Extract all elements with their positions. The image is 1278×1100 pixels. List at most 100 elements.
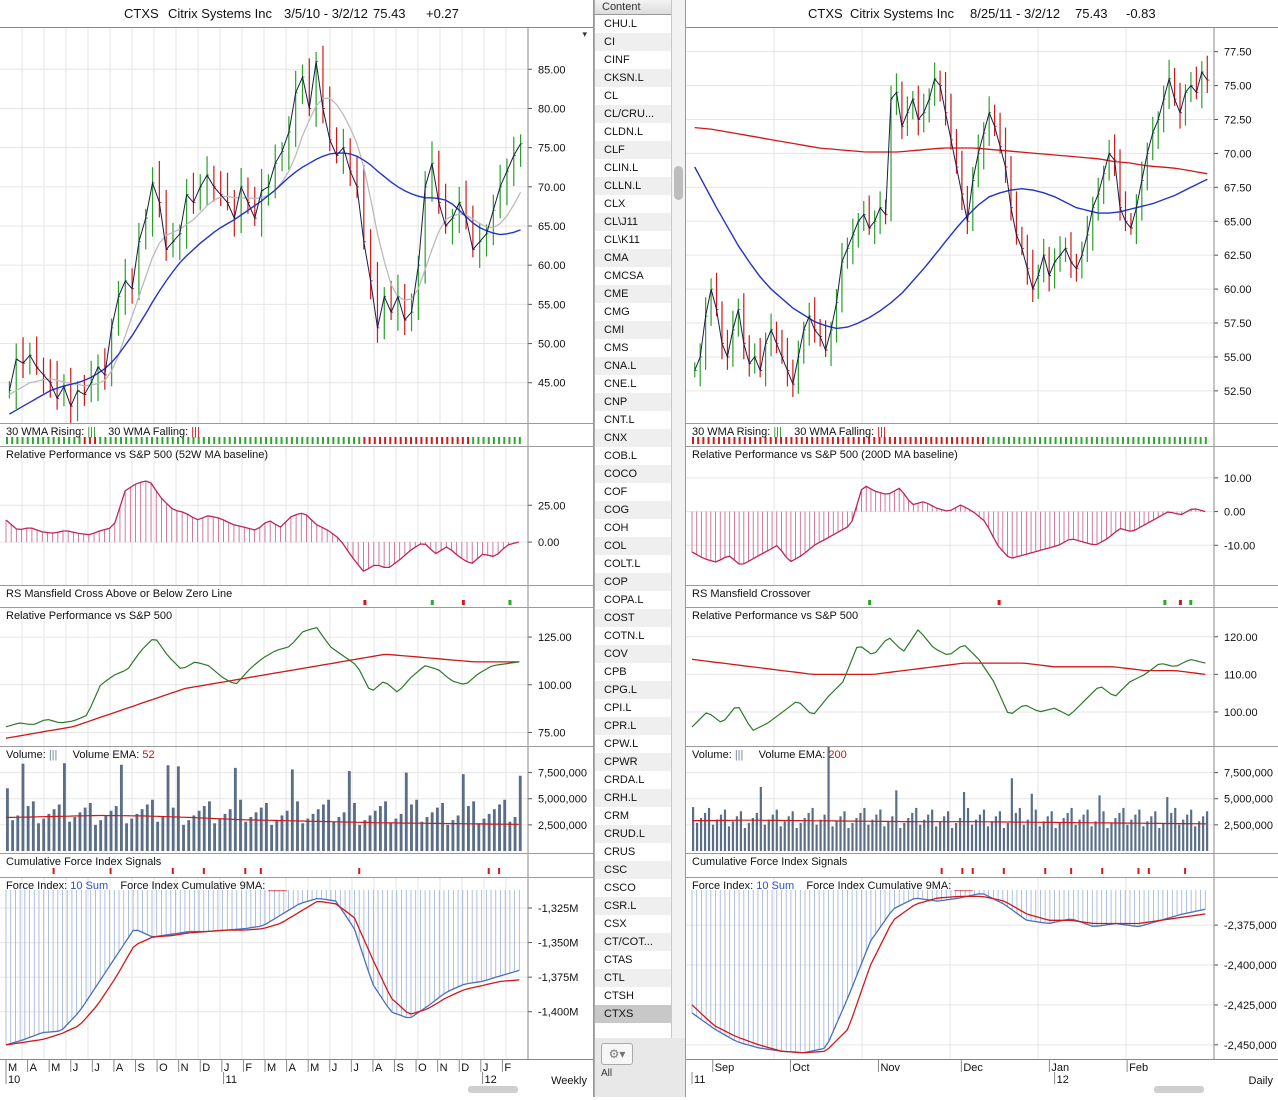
- volume-bar: [807, 812, 810, 851]
- watchlist-filter-label[interactable]: All: [601, 1068, 613, 1079]
- watchlist-item[interactable]: CRUS: [604, 846, 636, 858]
- volume-bar: [887, 821, 890, 851]
- right-fi-panel[interactable]: -2,375,000 -2,400,000 -2,425,000 -2,450,000…: [686, 878, 1278, 1060]
- right-price-chart[interactable]: 77.50 75.00 72.50 70.00 67.50 65.00 62.50 60.00…: [686, 28, 1278, 423]
- watchlist-item[interactable]: COV: [595, 645, 671, 663]
- watchlist-item[interactable]: CMS: [604, 342, 629, 354]
- volume-bar: [1134, 814, 1137, 851]
- watchlist-item[interactable]: CMA: [595, 249, 671, 267]
- watchlist-item[interactable]: CPR.L: [595, 717, 671, 735]
- watchlist-item[interactable]: CMCSA: [604, 270, 644, 282]
- watchlist-item[interactable]: CPI.L: [604, 702, 632, 714]
- wma-signal-mark: [503, 437, 506, 444]
- watchlist-item[interactable]: CKSN.L: [595, 69, 671, 87]
- volume-bar: [451, 820, 455, 851]
- watchlist-item[interactable]: CTAS: [604, 954, 633, 966]
- left-symbol: CTXS: [124, 6, 159, 21]
- watchlist-item[interactable]: CT/COT...: [595, 933, 671, 951]
- right-price-panel[interactable]: 77.50 75.00 72.50 70.00 67.50 65.00 62.50 60.00…: [686, 28, 1278, 424]
- panel-menu-icon[interactable]: ▾: [582, 29, 587, 39]
- watchlist-scrollbar[interactable]: [671, 0, 686, 1038]
- watchlist-item[interactable]: CTSH: [604, 990, 634, 1002]
- right-rp1-panel[interactable]: 10.00 0.00 -10.00 Relative Performance vs …: [686, 447, 1278, 586]
- watchlist-item[interactable]: CTL: [595, 969, 671, 987]
- watchlist-item[interactable]: COH: [604, 522, 629, 534]
- gear-icon[interactable]: ⚙▾: [601, 1043, 633, 1065]
- volume-bar: [52, 809, 56, 851]
- watchlist-item[interactable]: COST: [595, 609, 671, 627]
- wma-signal-mark: [1184, 437, 1187, 444]
- watchlist-item[interactable]: CNX: [595, 429, 671, 447]
- right-timeframe[interactable]: Daily: [1248, 1075, 1273, 1087]
- x-tick-label: J: [483, 1062, 489, 1074]
- watchlist-item[interactable]: CPWR: [595, 753, 671, 771]
- watchlist-scroll-thumb[interactable]: [674, 166, 683, 200]
- left-price-panel[interactable]: 85.00 80.00 75.00 70.00 65.00 60.00 55.00 50.00…: [0, 28, 593, 424]
- watchlist-item[interactable]: CSR.L: [595, 897, 671, 915]
- y-tick-label: 80.00: [538, 103, 566, 115]
- watchlist-item[interactable]: CSCO: [604, 882, 636, 894]
- watchlist-item[interactable]: CSX: [604, 918, 627, 930]
- left-volume-panel[interactable]: 7,500,000 5,000,000 2,500,000 Volume: ||| …: [0, 747, 593, 854]
- watchlist-item[interactable]: CINF: [604, 54, 630, 66]
- watchlist-item[interactable]: CL: [604, 90, 619, 102]
- watchlist-item[interactable]: CLDN.L: [604, 126, 644, 138]
- watchlist-item[interactable]: CPB: [604, 666, 627, 678]
- left-price-chart[interactable]: 85.00 80.00 75.00 70.00 65.00 60.00 55.00 50.00…: [0, 28, 593, 423]
- watchlist-item[interactable]: COLT.L: [604, 558, 641, 570]
- watchlist-item[interactable]: CME: [595, 285, 671, 303]
- watchlist-item[interactable]: CMG: [604, 306, 630, 318]
- watchlist-item[interactable]: COG: [595, 501, 671, 519]
- watchlist-item[interactable]: CPW.L: [604, 738, 639, 750]
- watchlist-item[interactable]: CRDA.L: [604, 774, 645, 786]
- volume-bar: [68, 821, 72, 851]
- watchlist-item[interactable]: CNP: [595, 393, 671, 411]
- volume-bar: [1206, 811, 1209, 851]
- watchlist-item[interactable]: CL\K11: [604, 234, 640, 246]
- watchlist-item[interactable]: CPG.L: [595, 681, 671, 699]
- watchlist-item[interactable]: CRM: [604, 810, 630, 822]
- wma-signal-mark: [161, 437, 164, 444]
- right-fi-label: Force Index: 10 Sum Force Index Cumulati…: [692, 880, 973, 892]
- watchlist-item[interactable]: CNT.L: [604, 414, 635, 426]
- wma-signal-mark: [987, 437, 990, 444]
- watchlist-item[interactable]: CRUD.L: [595, 825, 671, 843]
- left-rp1-panel[interactable]: 25.00 0.00 Relative Performance vs S&P 50…: [0, 447, 593, 586]
- watchlist-item[interactable]: COB.L: [604, 450, 638, 462]
- volume-bar: [1150, 816, 1153, 851]
- watchlist-item[interactable]: COTN.L: [604, 630, 645, 642]
- watchlist-item[interactable]: CLX: [604, 198, 626, 210]
- watchlist-item[interactable]: CI: [595, 33, 671, 51]
- wma-signal-mark: [202, 437, 205, 444]
- watchlist-item[interactable]: CLIN.L: [604, 162, 639, 174]
- left-timeframe[interactable]: Weekly: [551, 1075, 587, 1087]
- watchlist-item[interactable]: COCO: [595, 465, 671, 483]
- y-tick-label: 0.00: [1224, 507, 1245, 519]
- watchlist-item[interactable]: CNE.L: [604, 378, 637, 390]
- watchlist-item[interactable]: CL\J11: [595, 213, 671, 231]
- volume-bar: [140, 809, 144, 851]
- right-rp2-panel[interactable]: 120.00 110.00 100.00 Relative Performance …: [686, 608, 1278, 747]
- watchlist-item[interactable]: CLF: [595, 141, 671, 159]
- watchlist-item[interactable]: CHU.L: [604, 18, 638, 30]
- watchlist[interactable]: Content CHU.L CI CINF CKSN.L CL CL/CRU... CLDN…: [595, 0, 671, 1038]
- watchlist-item[interactable]: CNA.L: [595, 357, 671, 375]
- watchlist-item[interactable]: CMI: [595, 321, 671, 339]
- x-tick-label: S: [397, 1062, 404, 1074]
- watchlist-item[interactable]: CSC: [595, 861, 671, 879]
- rs-signal-mark: [1163, 600, 1167, 605]
- watchlist-item[interactable]: CL/CRU...: [595, 105, 671, 123]
- watchlist-item[interactable]: COP: [595, 573, 671, 591]
- watchlist-header[interactable]: Content: [595, 0, 671, 15]
- wma-signal-mark: [909, 437, 912, 444]
- watchlist-item[interactable]: CTXS: [595, 1005, 671, 1023]
- right-volume-panel[interactable]: 7,500,000 5,000,000 2,500,000 Volume: ||| …: [686, 747, 1278, 854]
- watchlist-item[interactable]: COL: [595, 537, 671, 555]
- watchlist-item[interactable]: CLLN.L: [595, 177, 671, 195]
- watchlist-item[interactable]: CRH.L: [595, 789, 671, 807]
- watchlist-item[interactable]: COPA.L: [604, 594, 644, 606]
- wma-signal-mark: [197, 437, 200, 444]
- left-rp2-panel[interactable]: 125.00 100.00 75.00 Relative Performance v…: [0, 608, 593, 747]
- watchlist-item[interactable]: COF: [604, 486, 628, 498]
- left-fi-panel[interactable]: -1,325M -1,350M -1,375M -1,400M Force Index…: [0, 878, 593, 1060]
